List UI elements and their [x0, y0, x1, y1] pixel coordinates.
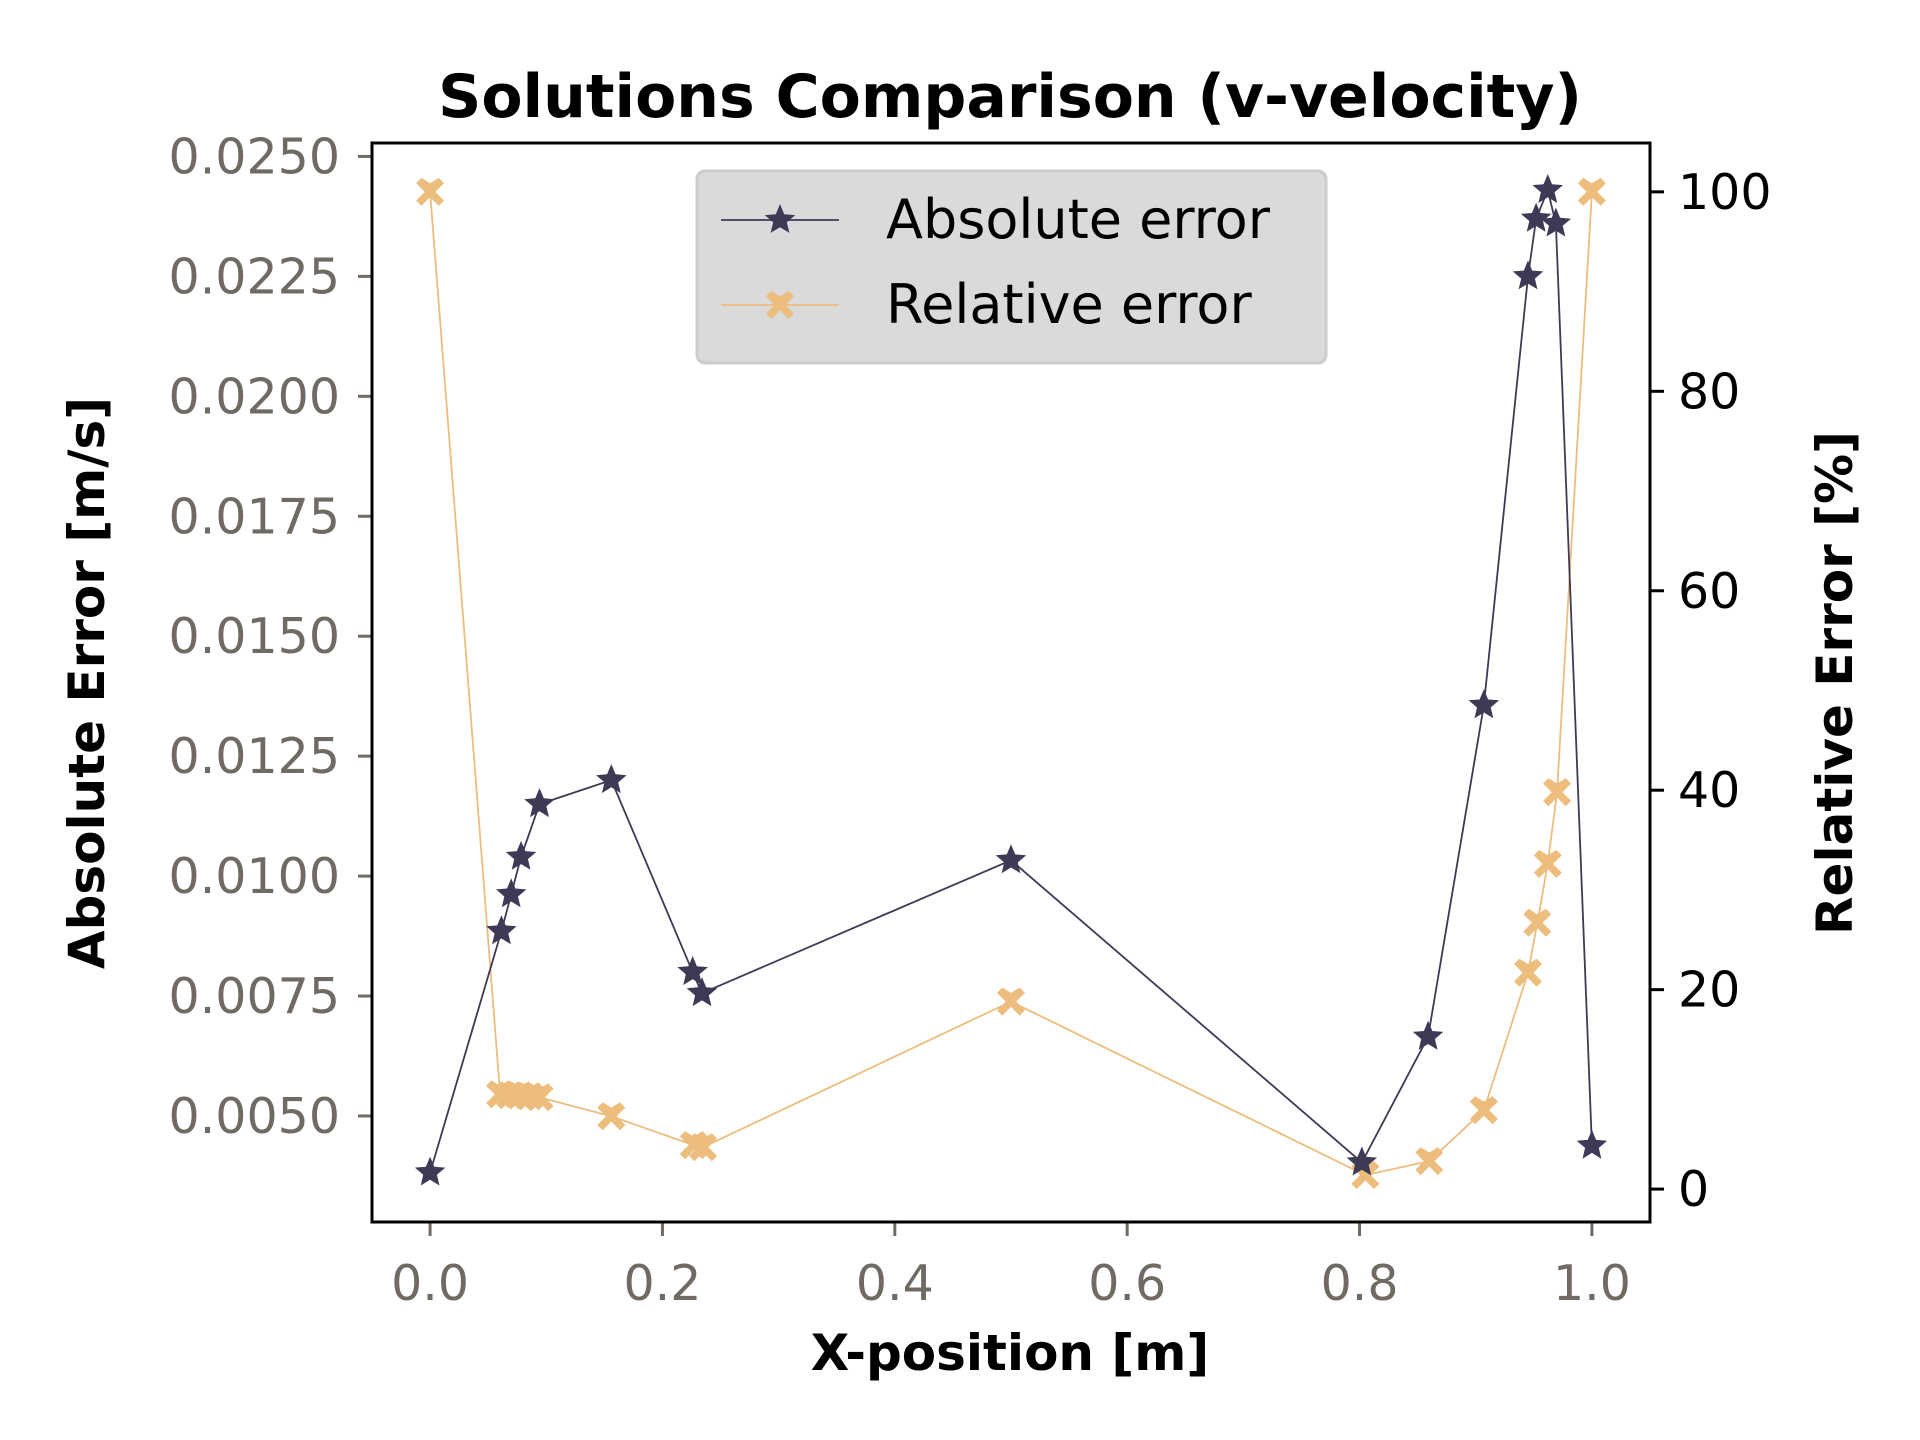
legend-box [695, 169, 1328, 365]
data-point-star [1512, 260, 1544, 290]
data-point-star [686, 977, 718, 1007]
data-point-x [997, 987, 1025, 1016]
data-point-x [1415, 1147, 1444, 1176]
chart-title: Solutions Comparison (v-velocity) [438, 62, 1582, 132]
y-tick-label-left: 0.0150 [169, 608, 340, 665]
x-tick-label: 0.8 [1321, 1255, 1399, 1312]
y-tick-label-right: 80 [1678, 363, 1740, 420]
y-tick-label-left: 0.0225 [169, 248, 340, 305]
y-axis-label-left: Absolute Error [m/s] [58, 397, 116, 969]
legend: Absolute error Relative error [695, 169, 1328, 365]
data-point-x [689, 1133, 718, 1162]
data-point-star [486, 915, 517, 945]
data-point-star [596, 764, 627, 794]
x-tick-label: 0.4 [856, 1255, 934, 1312]
data-point-x [1543, 778, 1572, 807]
x-axis-label: X-position [m] [811, 1324, 1209, 1382]
y-tick-label-left: 0.0125 [169, 728, 340, 785]
data-point-star [505, 840, 537, 870]
y-tick-label-left: 0.0100 [169, 848, 340, 905]
plot-frame [370, 141, 1652, 1224]
data-point-star [524, 788, 555, 818]
legend-x-marker [766, 291, 794, 319]
data-point-star [1532, 174, 1563, 203]
y-axis-label-right: Relative Error [%] [1806, 431, 1864, 935]
x-tick-label: 0.0 [391, 1255, 469, 1312]
data-point-star [995, 844, 1027, 874]
x-tick-label: 1.0 [1553, 1255, 1631, 1312]
data-point-star [1346, 1146, 1378, 1176]
y-tick-label-right: 20 [1678, 962, 1740, 1019]
y-tick-label-left: 0.0075 [169, 968, 340, 1025]
legend-label: Relative error [886, 273, 1252, 336]
legend-item: Absolute error [721, 188, 1271, 251]
legend-star-marker [764, 204, 796, 233]
legend-item: Relative error [721, 273, 1252, 336]
data-point-star [677, 956, 708, 985]
data-point-star [1520, 202, 1552, 232]
series-absolute-error [414, 174, 1608, 1186]
y-tick-label-right: 60 [1678, 563, 1740, 620]
data-point-star [414, 1156, 446, 1186]
data-point-star [496, 878, 527, 908]
data-point-star [1468, 689, 1500, 719]
data-point-x [1577, 177, 1606, 206]
legend-label: Absolute error [886, 188, 1271, 251]
data-point-x [1469, 1096, 1498, 1125]
series-relative-error [416, 177, 1606, 1190]
y-tick-label-left: 0.0050 [169, 1088, 340, 1145]
y-tick-label-right: 40 [1678, 762, 1740, 819]
y-tick-label-left: 0.0175 [169, 488, 340, 545]
y-tick-label-right: 100 [1678, 164, 1772, 221]
y-tick-label-right: 0 [1678, 1161, 1709, 1218]
data-point-star [1576, 1129, 1608, 1159]
data-point-x [597, 1102, 626, 1131]
data-point-x [525, 1083, 554, 1112]
data-point-x [416, 177, 445, 206]
x-tick-label: 0.2 [623, 1255, 701, 1312]
data-point-x [1514, 958, 1542, 987]
data-point-x [1523, 908, 1552, 937]
data-point-star [1540, 207, 1572, 237]
y-tick-label-left: 0.0200 [169, 368, 340, 425]
data-point-star [1412, 1020, 1444, 1050]
x-tick-label: 0.6 [1088, 1255, 1166, 1312]
data-point-x [1533, 850, 1562, 878]
y-tick-label-left: 0.0250 [169, 128, 340, 185]
